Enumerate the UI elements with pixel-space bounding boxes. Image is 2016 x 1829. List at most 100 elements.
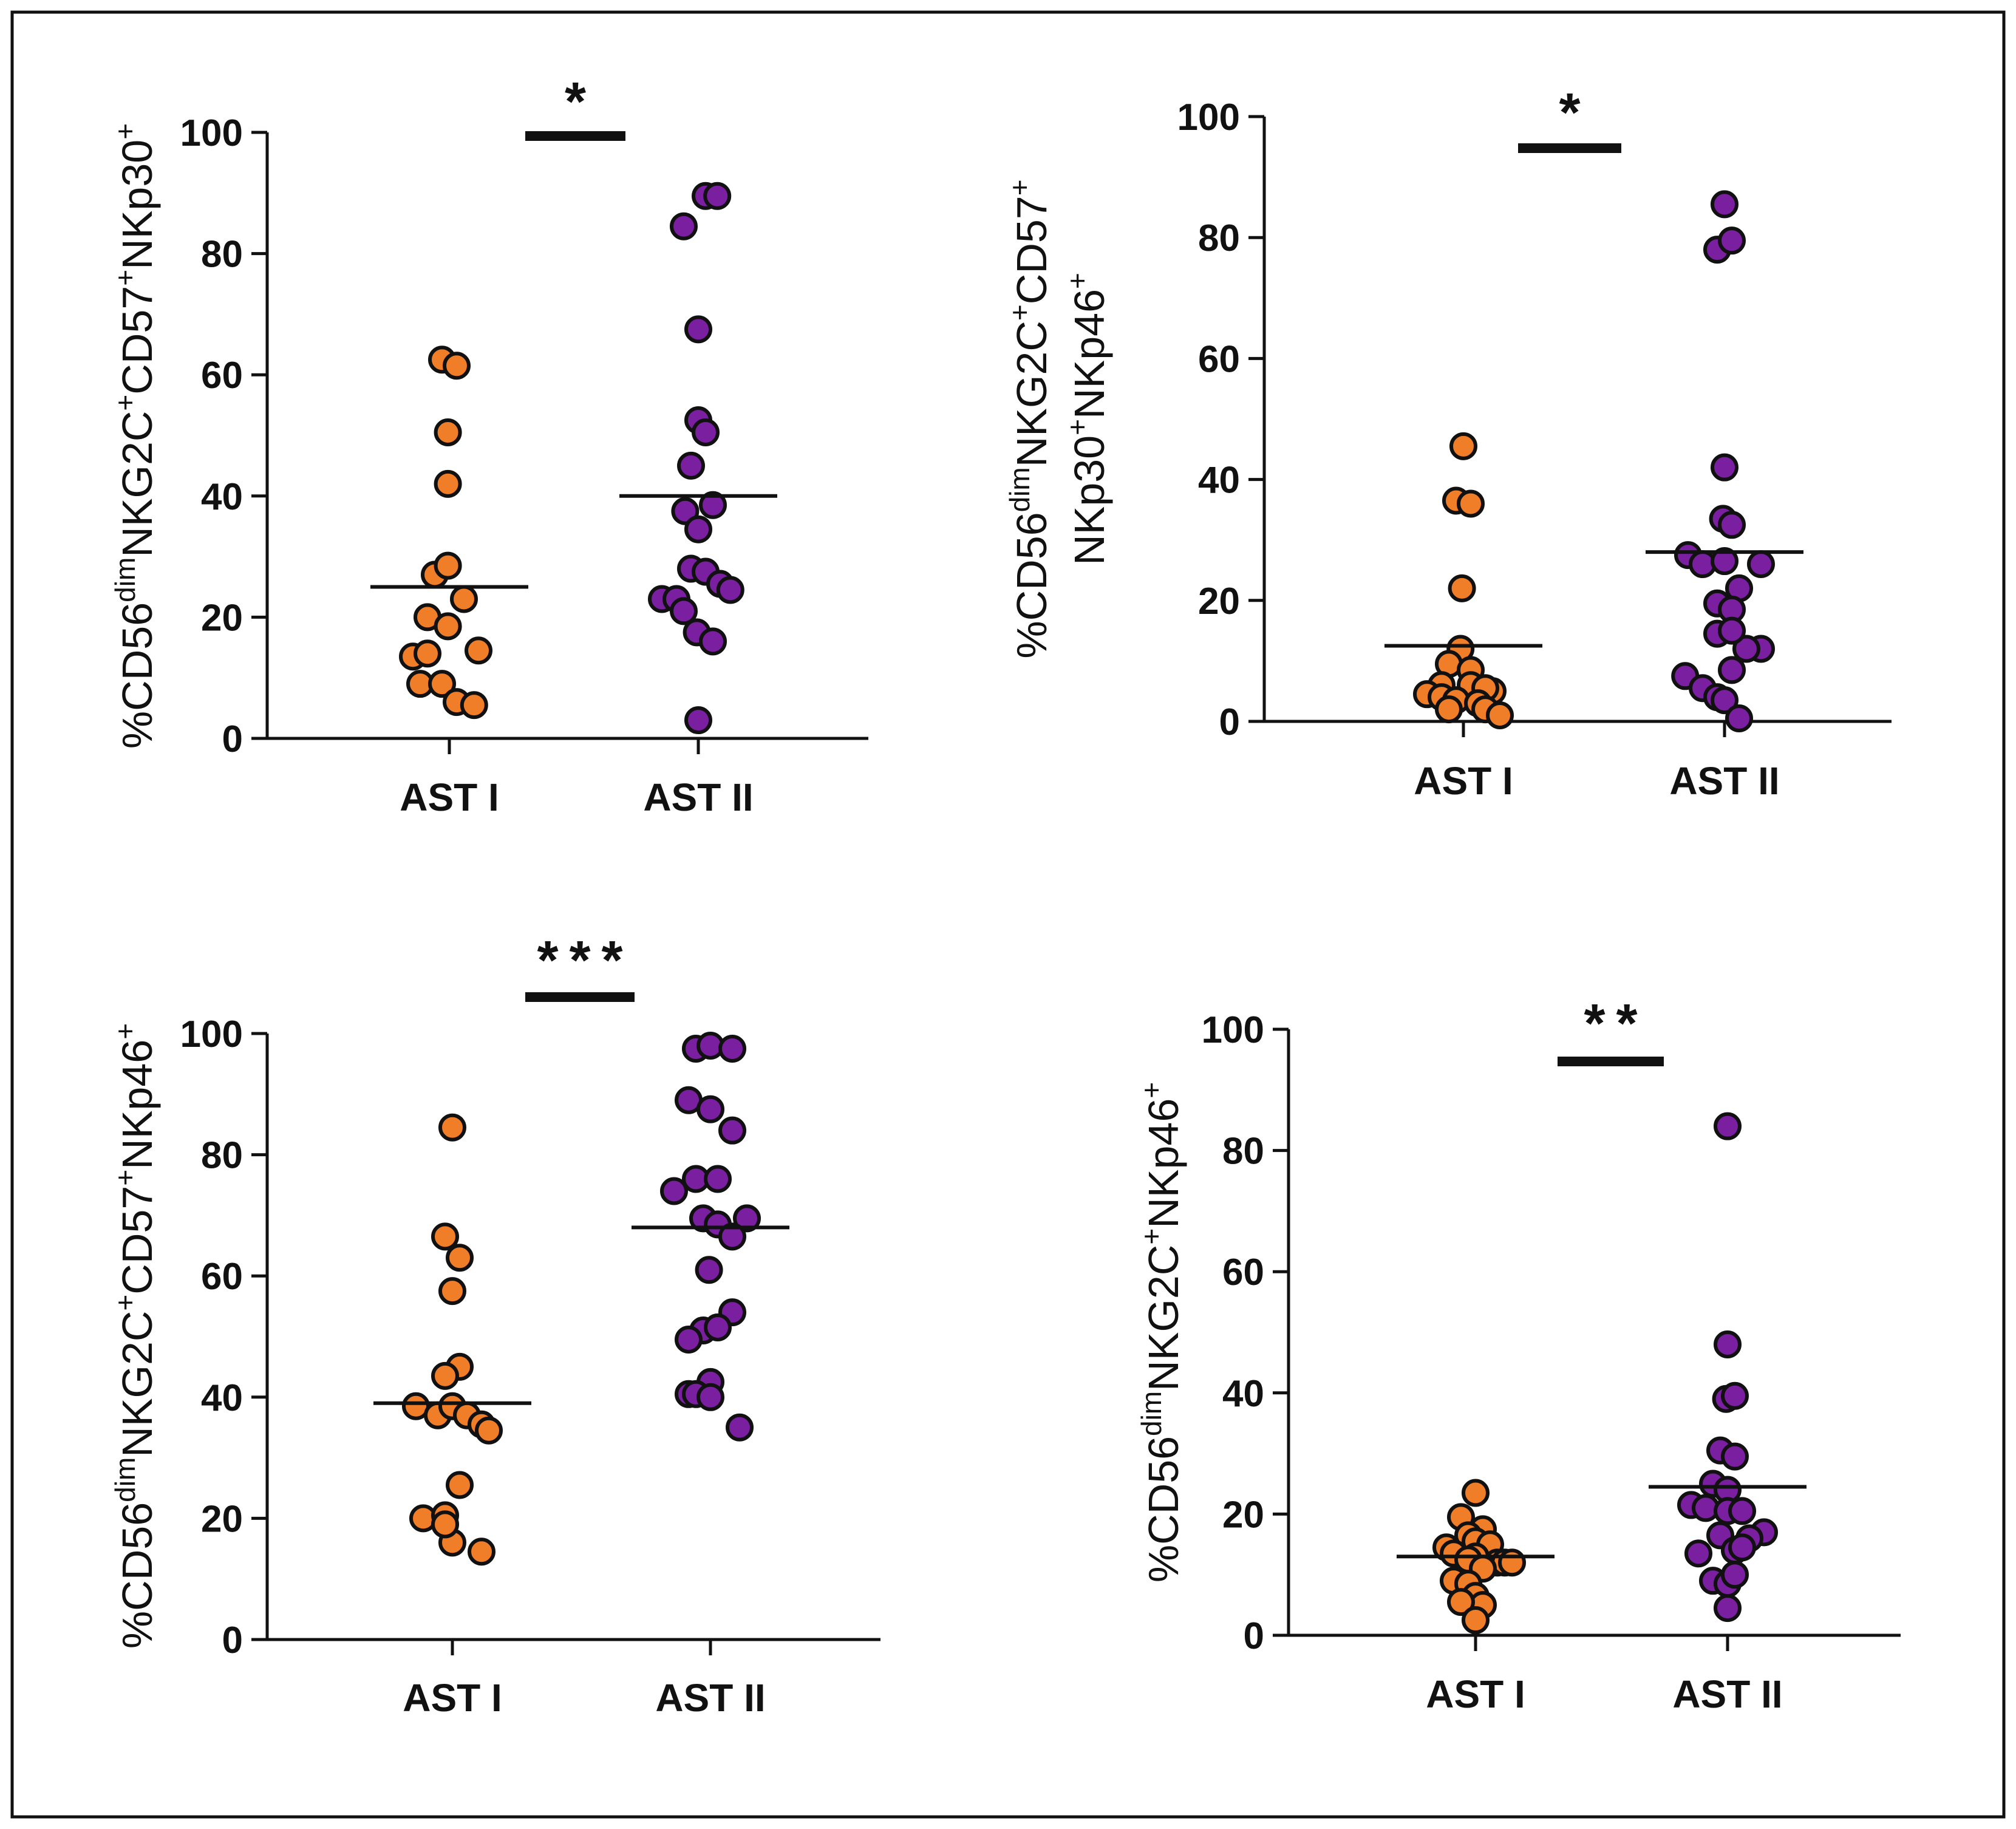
data-point-ast-ii [718, 1222, 746, 1251]
data-point-ast-ii [699, 627, 727, 656]
data-point-ast-i [1498, 1548, 1526, 1577]
y-label-superscript: + [1136, 1082, 1167, 1098]
data-point-ast-i [438, 1113, 466, 1142]
data-point-ast-ii [1711, 453, 1738, 482]
y-label-superscript: + [1061, 419, 1093, 435]
data-point-ast-i [1447, 1588, 1475, 1616]
y-label-superscript: dim [109, 557, 141, 602]
y-axis-label: %CD56dimNKG2C+CD57+ [1004, 179, 1055, 658]
y-label-superscript: + [109, 123, 141, 140]
data-point-ast-i [431, 1510, 459, 1539]
y-label-superscript: dim [1004, 467, 1035, 512]
significance-stars: *** [537, 930, 633, 991]
y-tick-label: 20 [201, 1498, 243, 1540]
x-category-label: AST II [1672, 1672, 1782, 1716]
y-tick-label: 40 [1222, 1373, 1264, 1415]
significance-stars: ** [1584, 993, 1648, 1054]
data-point-ast-ii [1728, 1533, 1756, 1562]
data-point-ast-ii [1714, 1594, 1742, 1623]
figure-frame [10, 10, 2006, 1819]
y-label-superscript: + [1004, 304, 1035, 321]
data-point-ast-ii [670, 212, 698, 240]
data-point-ast-ii [1721, 1561, 1749, 1589]
x-category-label: AST I [1414, 759, 1513, 803]
data-point-ast-i [434, 612, 462, 641]
data-point-ast-ii [704, 1313, 732, 1342]
data-point-ast-ii [718, 1034, 746, 1063]
data-point-ast-ii [704, 1165, 732, 1193]
data-point-ast-ii [1728, 1497, 1756, 1525]
x-category-label: AST I [400, 775, 499, 819]
data-point-ast-i [465, 636, 492, 665]
y-label-text: %CD56 [1140, 1436, 1187, 1582]
y-label-text: NKG2C [1140, 1245, 1187, 1391]
y-tick-label: 20 [1222, 1494, 1264, 1536]
data-point-ast-ii [692, 418, 720, 447]
data-point-ast-ii [1714, 1330, 1742, 1358]
data-point-ast-i [1449, 432, 1477, 460]
data-point-ast-i [434, 418, 462, 447]
data-point-ast-ii [695, 1256, 723, 1284]
data-point-ast-ii [1718, 616, 1746, 645]
x-category-label: AST II [655, 1676, 765, 1720]
data-point-ast-ii [1718, 656, 1746, 684]
data-point-ast-ii [1684, 1539, 1712, 1568]
y-label-superscript: + [1136, 1228, 1167, 1245]
data-point-ast-i [1457, 489, 1485, 518]
y-tick-label: 0 [222, 718, 243, 760]
data-point-ast-ii [1711, 686, 1738, 715]
data-point-ast-i [1448, 574, 1476, 602]
y-tick-label: 40 [1198, 460, 1240, 502]
y-tick-label: 60 [1222, 1252, 1264, 1293]
y-tick-label: 20 [201, 597, 243, 639]
y-label-text: NKp30 [1066, 435, 1113, 565]
data-point-ast-i [1462, 1479, 1490, 1507]
y-label-text: NKp46 [1066, 289, 1113, 419]
y-label-text: %CD56 [1008, 512, 1055, 658]
y-tick-label: 100 [180, 112, 243, 154]
significance-stars: * [1559, 83, 1591, 143]
y-label-superscript: + [1061, 273, 1093, 289]
x-category-label: AST II [1669, 759, 1779, 803]
y-label-superscript: dim [109, 1457, 141, 1502]
data-point-ast-ii [703, 182, 732, 210]
y-tick-label: 0 [222, 1620, 243, 1661]
y-label-text: NKG2C [1008, 321, 1055, 467]
data-point-ast-ii [684, 706, 712, 735]
y-label-superscript: + [109, 1295, 141, 1311]
y-tick-label: 80 [1198, 217, 1240, 259]
y-tick-label: 80 [1222, 1131, 1264, 1173]
data-point-ast-i [414, 639, 441, 668]
y-tick-label: 0 [1244, 1615, 1264, 1657]
data-point-ast-ii [726, 1413, 754, 1442]
y-axis-label: %CD56dimNKG2C+NKp46+ [1136, 1082, 1187, 1582]
y-tick-label: 100 [180, 1013, 243, 1055]
y-label-text: CD57 [114, 1186, 161, 1295]
data-point-ast-ii [1711, 547, 1738, 576]
y-label-text: CD57 [1008, 196, 1055, 304]
data-point-ast-ii [718, 1116, 746, 1145]
x-category-label: AST I [403, 1676, 502, 1720]
data-point-ast-i [438, 1277, 466, 1306]
data-point-ast-i [475, 1416, 503, 1445]
data-point-ast-i [431, 1361, 459, 1390]
y-label-superscript: dim [1136, 1391, 1167, 1436]
y-label-text: NKp30 [114, 140, 161, 270]
y-label-superscript: + [109, 1170, 141, 1186]
y-tick-label: 100 [1177, 97, 1240, 138]
data-point-ast-ii [1725, 704, 1753, 733]
data-point-ast-i [434, 469, 462, 498]
y-label-text: NKp46 [114, 1040, 161, 1170]
data-point-ast-ii [696, 1383, 724, 1411]
y-tick-label: 80 [201, 234, 243, 276]
data-point-ast-ii [1714, 1112, 1742, 1140]
y-axis-label: NKp30+NKp46+ [1061, 273, 1113, 565]
data-point-ast-ii [1721, 1381, 1749, 1410]
data-point-ast-ii [675, 1325, 703, 1354]
y-tick-label: 60 [201, 355, 243, 397]
data-point-ast-ii [670, 597, 698, 625]
data-point-ast-i [443, 352, 471, 380]
data-point-ast-ii [684, 315, 712, 344]
